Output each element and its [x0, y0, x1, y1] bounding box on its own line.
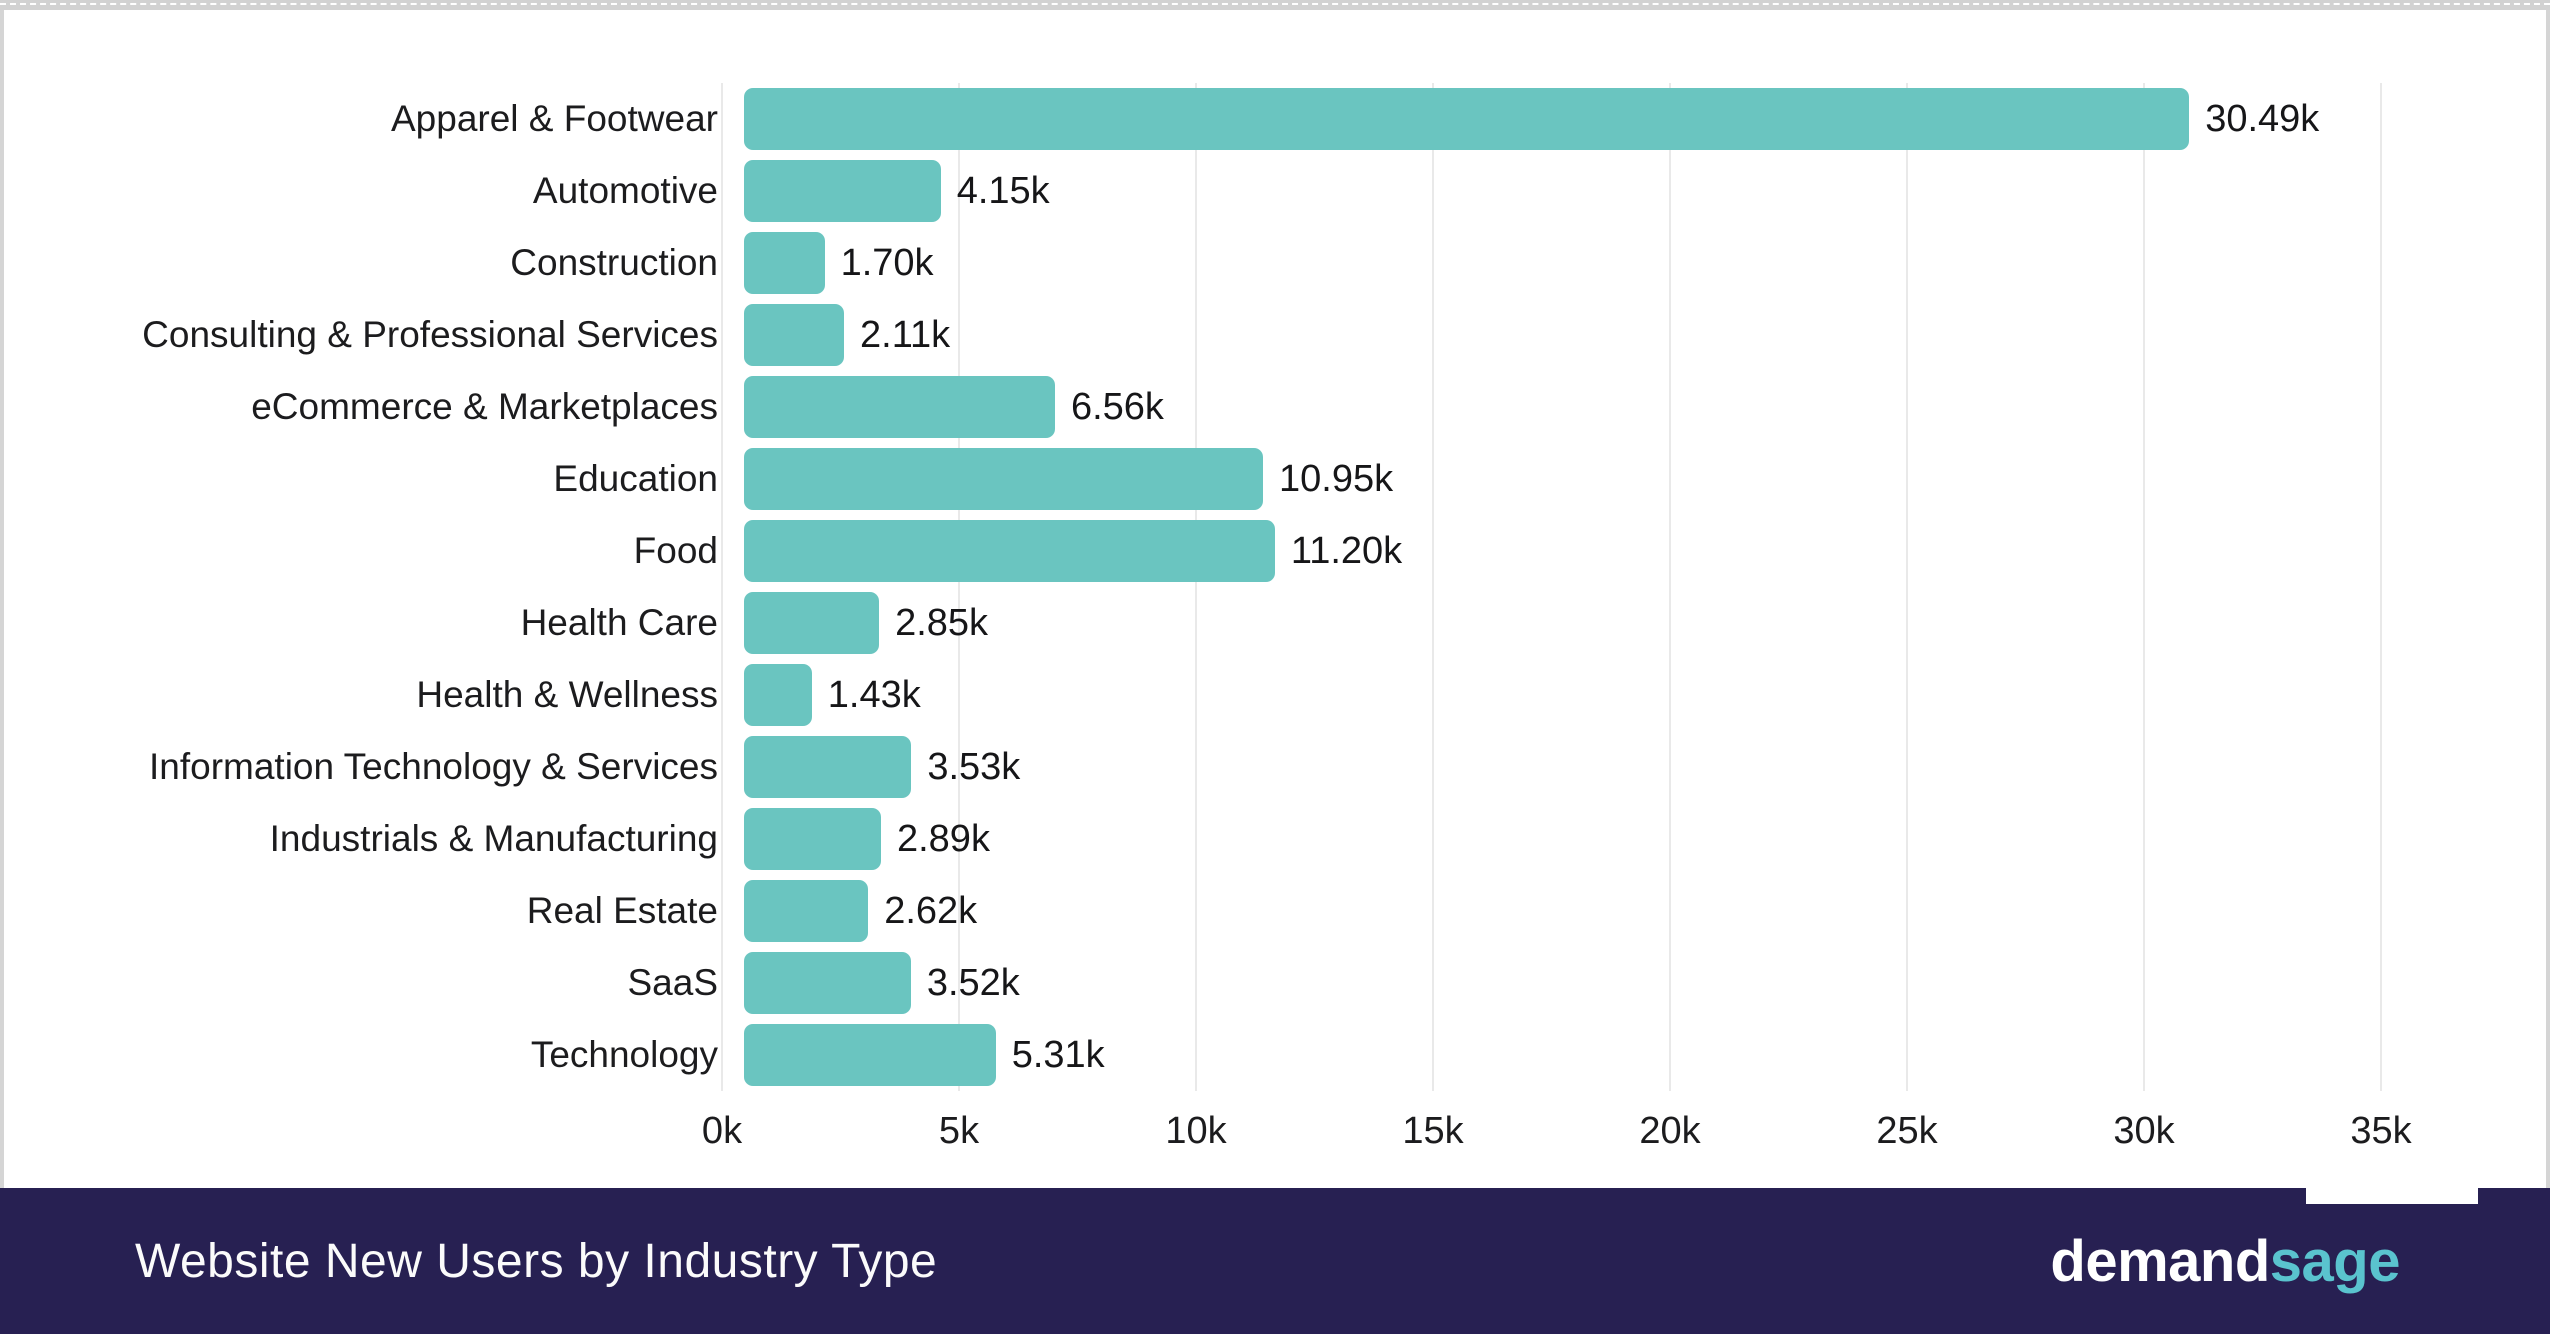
x-tick-label: 15k [1402, 1110, 1464, 1152]
bar-track: 3.52k [744, 947, 2403, 1019]
bar [744, 880, 869, 942]
x-tick-label: 30k [2113, 1110, 2175, 1152]
chart-row: Health Care 2.85k [4, 587, 2381, 659]
value-label: 2.11k [860, 313, 951, 356]
bar-track: 2.62k [744, 875, 2403, 947]
bar-track: 1.43k [744, 659, 2403, 731]
value-label: 2.89k [896, 817, 990, 860]
bar-track: 1.70k [744, 227, 2403, 299]
x-tick-label: 0k [701, 1110, 743, 1152]
category-label: eCommerce & Marketplaces [251, 386, 718, 427]
chart-row: SaaS 3.52k [4, 947, 2381, 1019]
white-notch [2306, 1184, 2478, 1204]
chart-title: Website New Users by Industry Type [135, 1234, 938, 1288]
chart-area: Apparel & Footwear 30.49k Automotive 4.15k C… [0, 10, 2550, 1188]
value-label: 6.56k [1070, 385, 1164, 428]
logo-demand: demand [2050, 1228, 2270, 1294]
category-label: Automotive [532, 170, 718, 211]
chart-row: Technology 5.31k [4, 1019, 2381, 1091]
x-tick-label: 35k [2350, 1110, 2412, 1152]
value-label: 4.15k [956, 169, 1050, 212]
category-label: Real Estate [526, 890, 718, 931]
x-tick-label: 10k [1165, 1110, 1227, 1152]
value-label: 2.85k [895, 601, 989, 644]
value-label: 3.52k [926, 961, 1020, 1004]
category-label: Apparel & Footwear [390, 98, 718, 139]
chart-row: Education 10.95k [4, 443, 2381, 515]
category-label: Information Technology & Services [148, 746, 718, 787]
chart-row: Automotive 4.15k [4, 155, 2381, 227]
logo-sage: sage [2269, 1228, 2401, 1294]
bar [744, 952, 911, 1014]
bar [744, 232, 825, 294]
category-label: Education [553, 458, 718, 499]
x-tick-label: 25k [1876, 1110, 1938, 1152]
value-label: 10.95k [1279, 457, 1394, 500]
chart-row: Health & Wellness 1.43k [4, 659, 2381, 731]
x-tick-label: 20k [1639, 1110, 1701, 1152]
bar-track: 2.11k [744, 299, 2403, 371]
chart-row: eCommerce & Marketplaces 6.56k [4, 371, 2381, 443]
bar [744, 160, 941, 222]
footer-bar: Website New Users by Industry Type deman… [0, 1188, 2550, 1334]
value-label: 3.53k [927, 745, 1021, 788]
top-border-dash [0, 3, 2550, 5]
demandsage-logo: demandsage [2050, 1228, 2400, 1295]
bar-track: 2.85k [744, 587, 2403, 659]
chart-row: Industrials & Manufacturing 2.89k [4, 803, 2381, 875]
bar [744, 376, 1055, 438]
bar-track: 30.49k [744, 83, 2403, 155]
category-label: SaaS [627, 962, 718, 1003]
bar-track: 3.53k [744, 731, 2403, 803]
bar [744, 808, 881, 870]
x-axis: 0k 5k 10k 15k 20k 25k 30k 35k [702, 1102, 2412, 1158]
value-label: 30.49k [2205, 97, 2320, 140]
bar [744, 592, 880, 654]
value-label: 1.43k [827, 673, 921, 716]
bar-track: 4.15k [744, 155, 2403, 227]
category-label: Consulting & Professional Services [142, 314, 718, 355]
bar [744, 1024, 996, 1086]
chart-row: Apparel & Footwear 30.49k [4, 83, 2381, 155]
bar [744, 88, 2190, 150]
value-label: 11.20k [1290, 529, 1403, 572]
category-label: Industrials & Manufacturing [269, 818, 718, 859]
bar [744, 520, 1275, 582]
chart-row: Information Technology & Services 3.53k [4, 731, 2381, 803]
chart-row: Food 11.20k [4, 515, 2381, 587]
chart-row: Construction 1.70k [4, 227, 2381, 299]
bar-track: 10.95k [744, 443, 2403, 515]
category-label: Health & Wellness [416, 674, 718, 715]
bar [744, 736, 912, 798]
bar-track: 5.31k [744, 1019, 2403, 1091]
x-tick-label: 5k [938, 1110, 980, 1152]
category-label: Food [633, 530, 718, 571]
value-label: 5.31k [1011, 1033, 1105, 1076]
bar-rows: Apparel & Footwear 30.49k Automotive 4.15k C… [4, 83, 2381, 1091]
bar-track: 6.56k [744, 371, 2403, 443]
category-label: Technology [530, 1034, 718, 1075]
bar [744, 664, 812, 726]
category-label: Health Care [520, 602, 718, 643]
chart-row: Consulting & Professional Services 2.11k [4, 299, 2381, 371]
bar [744, 448, 1264, 510]
top-border [0, 0, 2550, 10]
bar-track: 2.89k [744, 803, 2403, 875]
value-label: 1.70k [840, 241, 934, 284]
value-label: 2.62k [884, 889, 978, 932]
bar-track: 11.20k [744, 515, 2403, 587]
chart-row: Real Estate 2.62k [4, 875, 2381, 947]
bar [744, 304, 844, 366]
category-label: Construction [510, 242, 718, 283]
